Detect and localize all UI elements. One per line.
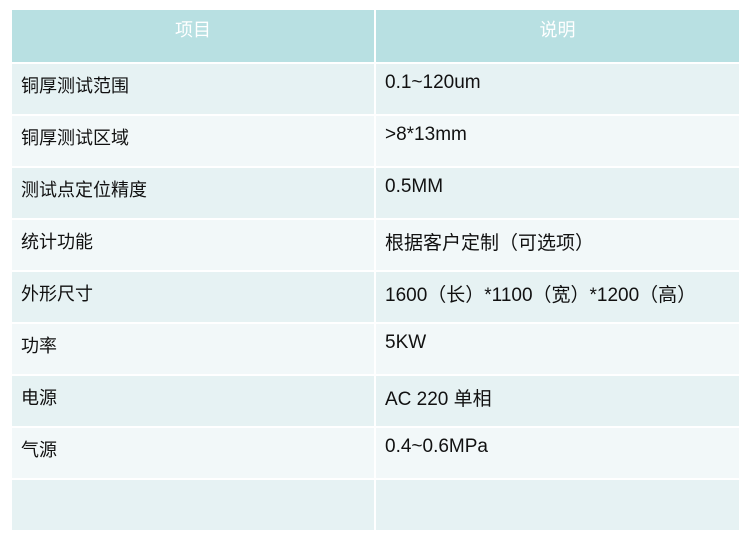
- header-description: 说明: [374, 8, 741, 64]
- table-row: 外形尺寸 1600（长）*1100（宽）*1200（高）: [10, 270, 741, 324]
- table-row: 铜厚测试范围 0.1~120um: [10, 62, 741, 116]
- table-header: 项目 说明: [10, 8, 741, 64]
- description-cell: 0.1~120um: [374, 62, 741, 116]
- item-cell: 铜厚测试区域: [10, 114, 376, 168]
- item-cell: 电源: [10, 374, 376, 428]
- table-row: [10, 478, 741, 532]
- item-cell: 统计功能: [10, 218, 376, 272]
- item-cell: [10, 478, 376, 532]
- description-cell: 根据客户定制（可选项）: [374, 218, 741, 272]
- description-cell: AC 220 单相: [374, 374, 741, 428]
- description-cell: 0.4~0.6MPa: [374, 426, 741, 480]
- table-row: 气源 0.4~0.6MPa: [10, 426, 741, 480]
- description-cell: 0.5MM: [374, 166, 741, 220]
- item-cell: 外形尺寸: [10, 270, 376, 324]
- header-item: 项目: [10, 8, 376, 64]
- table-row: 铜厚测试区域 >8*13mm: [10, 114, 741, 168]
- item-cell: 测试点定位精度: [10, 166, 376, 220]
- item-cell: 气源: [10, 426, 376, 480]
- description-cell: [374, 478, 741, 532]
- spec-table: 项目 说明 铜厚测试范围 0.1~120um 铜厚测试区域 >8*13mm 测试点定位精…: [10, 8, 741, 532]
- description-cell: 1600（长）*1100（宽）*1200（高）: [374, 270, 741, 324]
- description-cell: 5KW: [374, 322, 741, 376]
- item-cell: 铜厚测试范围: [10, 62, 376, 116]
- description-cell: >8*13mm: [374, 114, 741, 168]
- table-row: 电源 AC 220 单相: [10, 374, 741, 428]
- item-cell: 功率: [10, 322, 376, 376]
- table-row: 功率 5KW: [10, 322, 741, 376]
- table-row: 测试点定位精度 0.5MM: [10, 166, 741, 220]
- table-row: 统计功能 根据客户定制（可选项）: [10, 218, 741, 272]
